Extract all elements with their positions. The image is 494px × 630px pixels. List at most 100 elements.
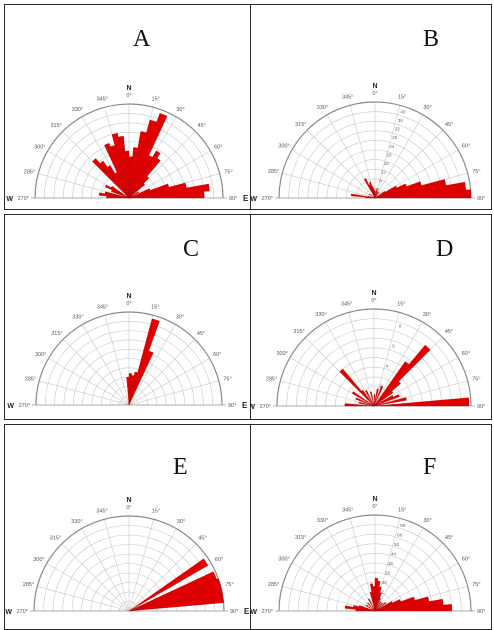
angle-tick-label: 30° [176, 315, 184, 321]
angle-tick-label: 300° [33, 557, 44, 563]
radial-tick-label: 40 [400, 109, 406, 114]
rose-chart-a: 0° 15° 30° 45° 60° 75° 285° 300° 315° 330° 345° 90°… [6, 85, 249, 203]
rose-petal [128, 350, 154, 406]
rose-petal [370, 391, 375, 407]
radial-tick-label: 20 [382, 580, 388, 585]
angle-tick-label: 345° [342, 508, 353, 514]
rose-petal [374, 601, 382, 612]
angle-tick-label: 315° [293, 329, 304, 335]
rose-petal [367, 598, 376, 612]
angle-tick-label: 270° [18, 196, 29, 202]
grid-spoke [306, 129, 376, 199]
angle-tick-label: 45° [197, 331, 205, 337]
rose-petal [128, 183, 210, 199]
rose-petal [358, 401, 375, 407]
rose-petal [118, 136, 130, 199]
outer-ring [278, 101, 472, 199]
rose-petal [373, 381, 401, 407]
angle-tick-label: 300° [277, 351, 288, 357]
angle-tick-label: 75° [223, 377, 231, 383]
rose-petal [374, 191, 379, 199]
grid-spoke [374, 527, 424, 612]
grid-spoke [39, 380, 130, 406]
rose-petal [107, 165, 130, 199]
angle-tick-label: 330° [317, 105, 328, 111]
angle-tick-label: 345° [96, 509, 107, 515]
radial-tick-label: 68 [400, 523, 406, 528]
angle-tick-label: 315° [295, 535, 306, 541]
rose-petal [374, 188, 378, 199]
rose-petal [128, 157, 161, 199]
grid-spoke [48, 358, 130, 406]
radial-tick-label: 60 [397, 532, 403, 537]
grid-spoke [128, 339, 195, 406]
angle-tick-label: 75° [225, 582, 233, 588]
rose-petal [128, 318, 160, 406]
radial-tick-label: 36 [388, 561, 394, 566]
rose-panel-b: 0° 15° 30° 45° 60° 75° 285° 300° 315° 330° 345° 90°… [250, 4, 492, 210]
angle-tick-label: 30° [423, 105, 431, 111]
grid-spoke [374, 129, 444, 199]
rose-chart-b: 0° 15° 30° 45° 60° 75° 285° 300° 315° 330° 345° 90°… [251, 83, 492, 203]
cardinal-north-label: N [372, 496, 377, 503]
angle-tick-label: 285° [23, 582, 34, 588]
rose-panel-c: 0° 15° 30° 45° 60° 75° 285° 300° 315° 330° 345° 90°… [4, 214, 251, 420]
cardinal-east-label: E [244, 607, 250, 616]
angle-tick-label: 285° [266, 377, 277, 383]
panel-letter-e: E [173, 454, 188, 480]
angle-tick-label: 45° [198, 123, 206, 129]
angle-tick-label: 75° [472, 582, 480, 588]
cardinal-east-label: E [491, 194, 492, 203]
angle-tick-label: 75° [472, 377, 480, 383]
rose-chart-e: 0° 15° 30° 45° 60° 75° 285° 300° 315° 330° 345° 90°… [5, 497, 250, 616]
angle-tick-label: 60° [462, 351, 470, 357]
grid-spoke [128, 324, 176, 406]
rose-petal [373, 394, 400, 407]
rose-petal [361, 389, 375, 407]
radial-tick-label: 2 [379, 383, 382, 388]
angle-tick-label: 345° [341, 302, 352, 308]
cardinal-east-label: E [242, 401, 248, 410]
radial-tick-label: 4 [386, 363, 389, 368]
angle-tick-label: 315° [50, 536, 61, 542]
rose-petal [373, 385, 384, 407]
rose-petal [363, 178, 376, 199]
angle-tick-label: 60° [215, 557, 223, 563]
grid-spoke [373, 321, 423, 407]
angle-tick-label: 270° [262, 609, 273, 615]
angle-tick-label: 270° [260, 404, 271, 410]
cardinal-north-label: N [126, 85, 131, 92]
rose-petal [99, 160, 130, 199]
angle-tick-label: 300° [34, 145, 45, 151]
cardinal-west-label: W [251, 609, 257, 616]
radial-tick-label: 12 [381, 170, 387, 175]
angle-tick-label: 285° [25, 377, 36, 383]
rose-petal [128, 150, 161, 199]
radial-tick-label: 6 [392, 343, 395, 348]
rose-petal [111, 133, 130, 199]
angle-tick-label: 15° [151, 305, 159, 311]
grid-spoke [291, 149, 376, 199]
angle-tick-label: 90° [477, 404, 485, 410]
grid-spoke [63, 339, 130, 406]
rose-petal [355, 397, 375, 407]
grid-spoke [128, 380, 219, 406]
angle-tick-label: 90° [477, 196, 485, 202]
rose-panel-f: 0° 15° 30° 45° 60° 75° 285° 300° 315° 330° 345° 90°… [250, 424, 492, 630]
angle-tick-label: 330° [71, 519, 82, 525]
angle-tick-label: 45° [445, 329, 453, 335]
rose-petal [351, 391, 375, 407]
rose-panel-d: 0° 15° 30° 45° 60° 75° 285° 300° 315° 330° 345° 90°… [250, 214, 492, 420]
outer-ring [33, 515, 225, 612]
angle-tick-label: 75° [224, 169, 232, 175]
rose-chart-d: 0° 15° 30° 45° 60° 75° 285° 300° 315° 330° 345° 90°… [251, 290, 485, 411]
rose-petal [374, 190, 376, 199]
angle-tick-label: 345° [342, 95, 353, 101]
angle-tick-label: 60° [214, 145, 222, 151]
rose-petal [365, 196, 376, 199]
rose-petal [106, 195, 130, 199]
angle-tick-label: 285° [268, 582, 279, 588]
rose-petal [373, 388, 379, 407]
rose-petal [128, 183, 146, 199]
grid-spoke [128, 519, 154, 612]
